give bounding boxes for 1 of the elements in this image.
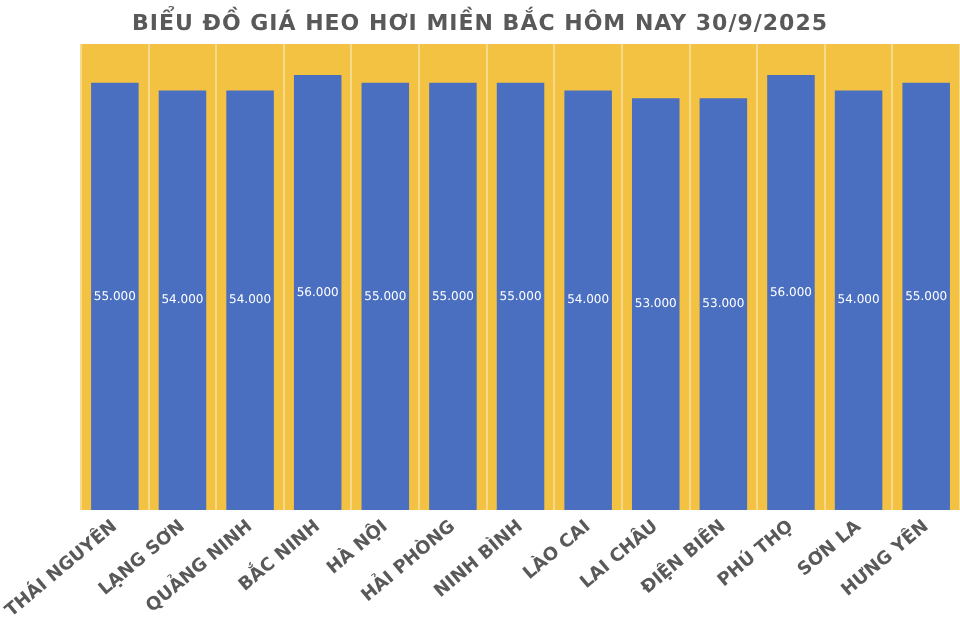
chart-title: BIỂU ĐỒ GIÁ HEO HƠI MIỀN BẮC HÔM NAY 30/9/2025 (129, 4, 831, 40)
